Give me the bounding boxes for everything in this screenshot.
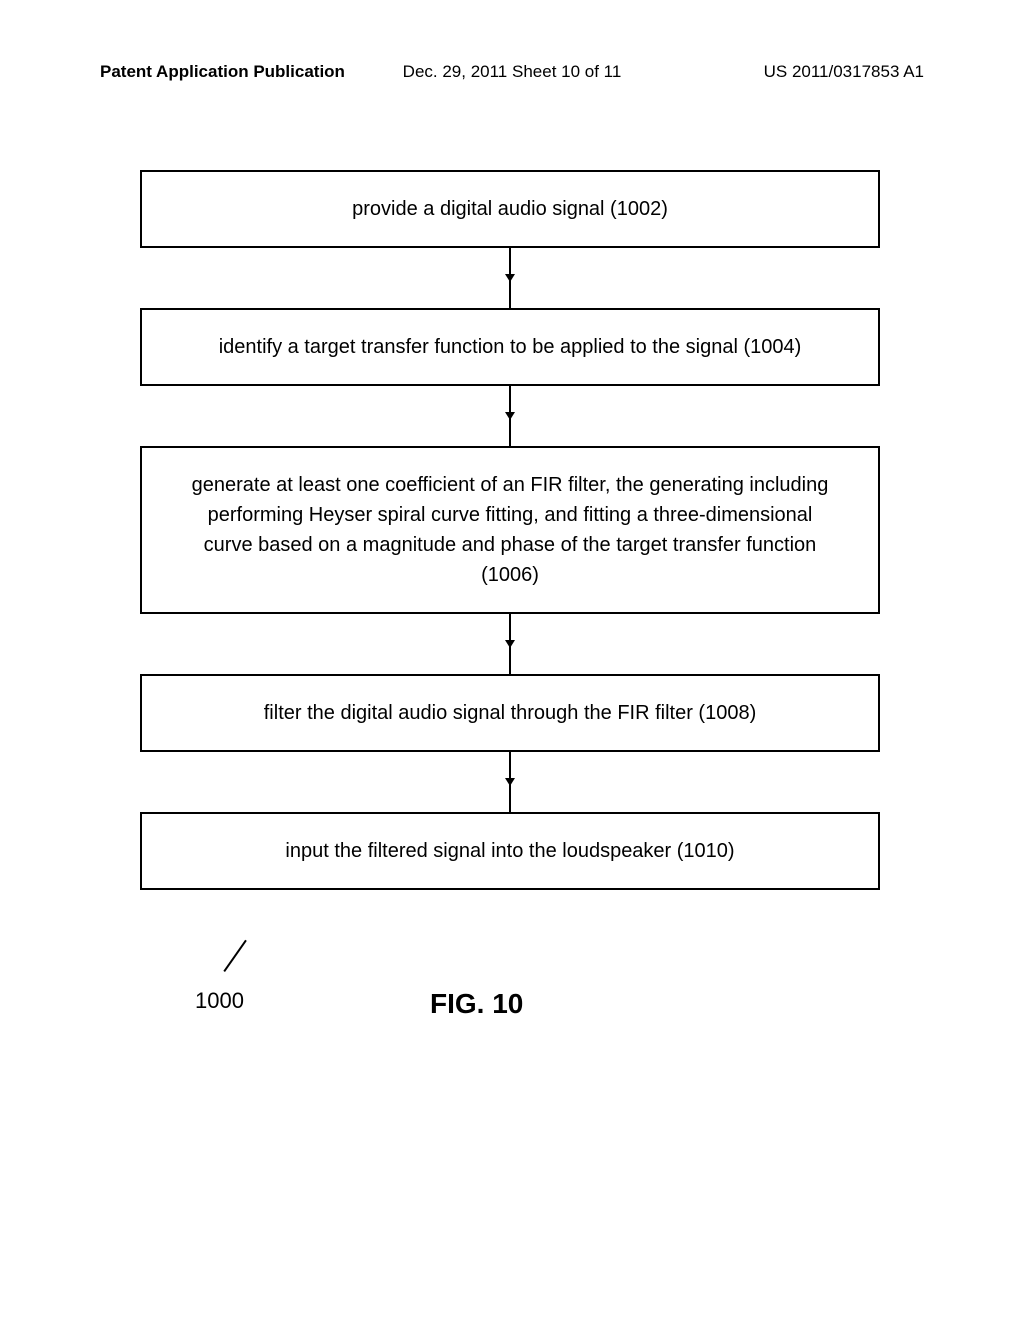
box-text: identify a target transfer function to b… (219, 336, 802, 358)
flowchart-box-4: filter the digital audio signal through … (140, 674, 880, 752)
box-text: filter the digital audio signal through … (264, 702, 757, 724)
flowchart-box-1: provide a digital audio signal (1002) (140, 170, 880, 248)
header-right: US 2011/0317853 A1 (764, 62, 924, 82)
figure-label: FIG. 10 (430, 988, 523, 1020)
arrow-1 (140, 248, 880, 308)
arrow-4 (140, 752, 880, 812)
flowchart-box-3: generate at least one coefficient of an … (140, 446, 880, 614)
reference-line (223, 940, 246, 972)
arrow-2 (140, 386, 880, 446)
flowchart-container: provide a digital audio signal (1002) id… (140, 170, 880, 890)
page-header: Patent Application Publication Dec. 29, … (0, 62, 1024, 82)
box-text: input the filtered signal into the louds… (285, 840, 734, 862)
flowchart-box-2: identify a target transfer function to b… (140, 308, 880, 386)
arrow-3 (140, 614, 880, 674)
box-text: generate at least one coefficient of an … (192, 474, 829, 586)
header-center: Dec. 29, 2011 Sheet 10 of 11 (403, 62, 622, 82)
flowchart-box-5: input the filtered signal into the louds… (140, 812, 880, 890)
reference-number: 1000 (195, 988, 244, 1014)
box-text: provide a digital audio signal (1002) (352, 198, 668, 220)
header-left: Patent Application Publication (100, 62, 345, 82)
